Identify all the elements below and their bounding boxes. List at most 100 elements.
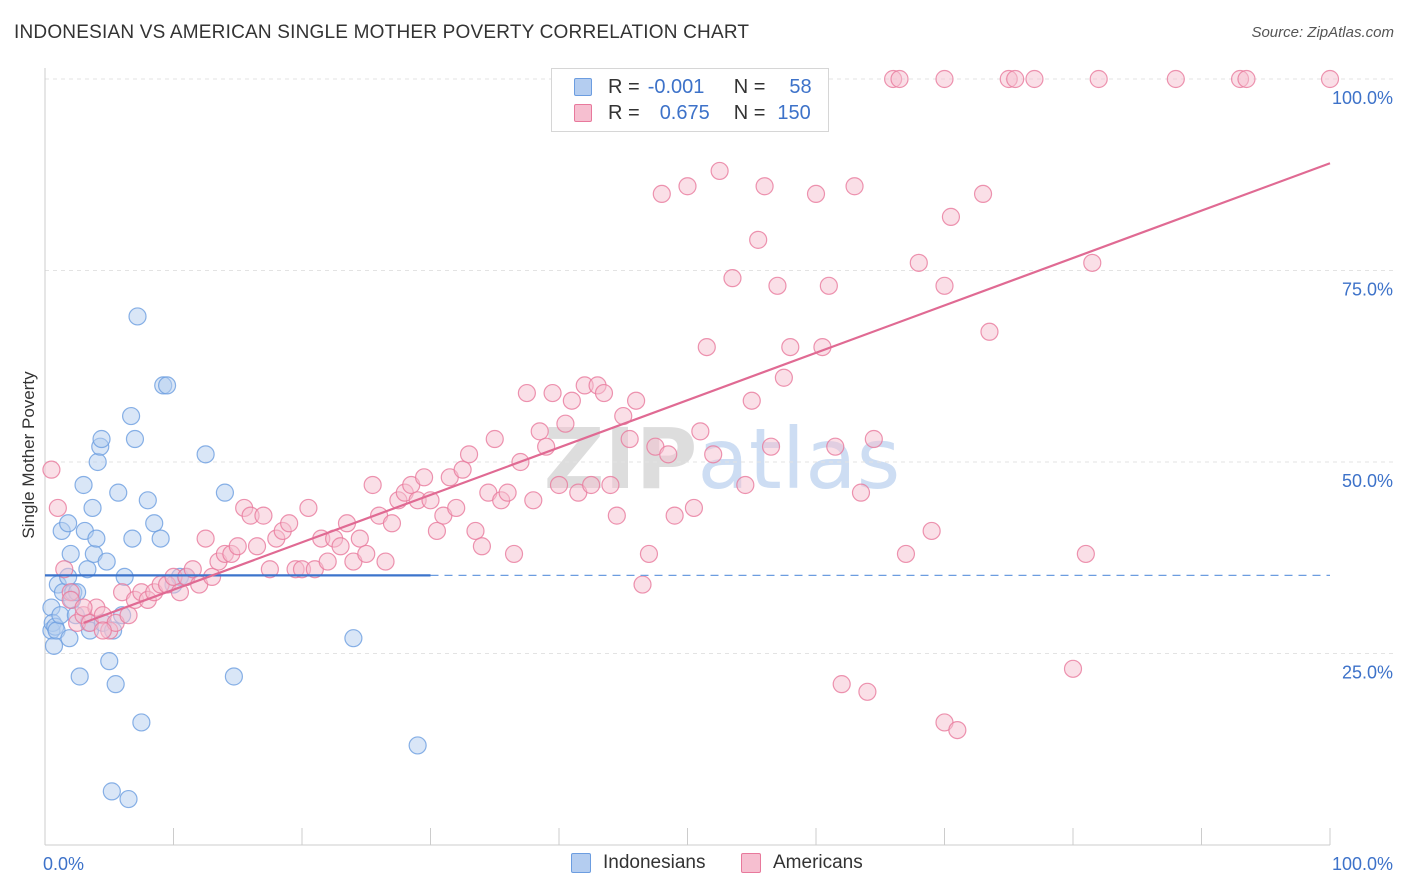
- americans-point: [524, 491, 543, 510]
- indonesians-point: [60, 629, 79, 648]
- indonesians-point: [215, 483, 234, 502]
- n-label: N =: [733, 75, 766, 98]
- legend-row-americans: R = 0.675 N = 150: [574, 100, 811, 126]
- r-value: -0.001: [647, 75, 705, 98]
- americans-point: [42, 460, 61, 479]
- indonesians-point: [100, 652, 119, 671]
- americans-point: [196, 529, 215, 548]
- chart-source: Source: ZipAtlas.com: [1251, 24, 1394, 41]
- y-tick-label: 25.0%: [1342, 663, 1393, 683]
- americans-point: [742, 391, 761, 410]
- watermark: ZIPatlas: [544, 410, 901, 508]
- americans-point: [909, 253, 928, 272]
- americans-point: [935, 69, 954, 89]
- americans-point: [48, 498, 67, 518]
- americans-point: [704, 445, 723, 464]
- americans-point: [948, 720, 967, 740]
- americans-point: [183, 560, 202, 579]
- y-axis-label: Single Mother Poverty: [19, 371, 38, 539]
- americans-point: [922, 521, 941, 541]
- americans-point: [453, 460, 472, 479]
- americans-point: [549, 475, 569, 495]
- indonesians-point: [224, 667, 243, 686]
- americans-point: [472, 537, 491, 556]
- americans-point: [1083, 253, 1102, 272]
- indonesians-point: [97, 552, 116, 571]
- americans-point: [1237, 69, 1256, 89]
- x-tick-label: 100.0%: [1332, 854, 1393, 874]
- americans-point: [543, 383, 562, 403]
- indonesians-point: [196, 445, 215, 464]
- americans-point: [357, 544, 376, 564]
- r-label: R =: [608, 101, 640, 124]
- americans-point: [260, 560, 279, 579]
- americans-point: [774, 368, 793, 387]
- americans-point: [896, 544, 916, 564]
- americans-point: [941, 207, 961, 226]
- americans-point: [633, 575, 652, 594]
- americans-point: [826, 437, 845, 456]
- americans-point: [1063, 659, 1083, 678]
- indonesians-point: [102, 782, 121, 801]
- americans-point: [1089, 69, 1108, 89]
- americans-point: [864, 429, 883, 449]
- americans-point: [678, 177, 697, 196]
- indonesians-point: [145, 514, 164, 533]
- americans-point: [890, 69, 909, 89]
- indonesians-point: [51, 606, 70, 625]
- americans-point: [228, 537, 247, 556]
- americans-point: [607, 506, 626, 525]
- americans-point: [858, 682, 877, 701]
- indonesians-point: [109, 483, 128, 502]
- legend-row-indonesians: R = -0.001 N = 58: [574, 74, 812, 100]
- americans-point: [466, 521, 485, 541]
- americans-point: [973, 184, 993, 203]
- indonesians-swatch: [574, 78, 592, 96]
- americans-point: [485, 429, 504, 449]
- americans-point: [781, 338, 800, 357]
- indonesians-point: [44, 636, 64, 655]
- indonesians-point: [119, 789, 138, 809]
- chart-title: INDONESIAN VS AMERICAN SINGLE MOTHER POV…: [14, 22, 750, 43]
- americans-point: [556, 414, 575, 433]
- indonesians-point: [88, 452, 107, 472]
- indonesians-point: [132, 713, 151, 732]
- indonesians-point: [115, 567, 134, 587]
- americans-point: [202, 567, 222, 587]
- americans-point: [626, 391, 646, 410]
- americans-point: [299, 498, 318, 518]
- americans-point: [331, 537, 350, 556]
- americans-swatch: [741, 853, 761, 873]
- americans-point: [691, 422, 710, 441]
- indonesians-point: [106, 675, 125, 694]
- indonesians-point: [151, 529, 170, 548]
- americans-point: [1006, 69, 1025, 89]
- americans-point: [601, 475, 620, 495]
- americans-point: [280, 514, 299, 533]
- americans-point: [851, 483, 871, 502]
- americans-trend-line: [83, 162, 1331, 624]
- americans-point: [382, 514, 402, 533]
- americans-point: [755, 177, 774, 196]
- indonesians-point: [408, 736, 427, 755]
- americans-point: [768, 276, 787, 295]
- americans-point: [652, 184, 671, 203]
- americans-point: [980, 322, 999, 341]
- americans-point: [498, 483, 517, 502]
- americans-point: [1320, 69, 1340, 89]
- americans-point: [819, 276, 838, 295]
- legend-label: Indonesians: [603, 852, 706, 873]
- americans-point: [1076, 544, 1095, 564]
- americans-point: [1166, 69, 1185, 89]
- r-label: R =: [608, 75, 640, 98]
- indonesians-point: [92, 429, 111, 449]
- americans-point: [247, 537, 267, 556]
- americans-point: [55, 560, 74, 579]
- americans-point: [93, 621, 112, 640]
- indonesians-point: [128, 307, 147, 326]
- americans-point: [504, 544, 524, 564]
- n-value: 58: [789, 75, 812, 98]
- americans-point: [517, 383, 536, 403]
- indonesians-point: [138, 491, 157, 510]
